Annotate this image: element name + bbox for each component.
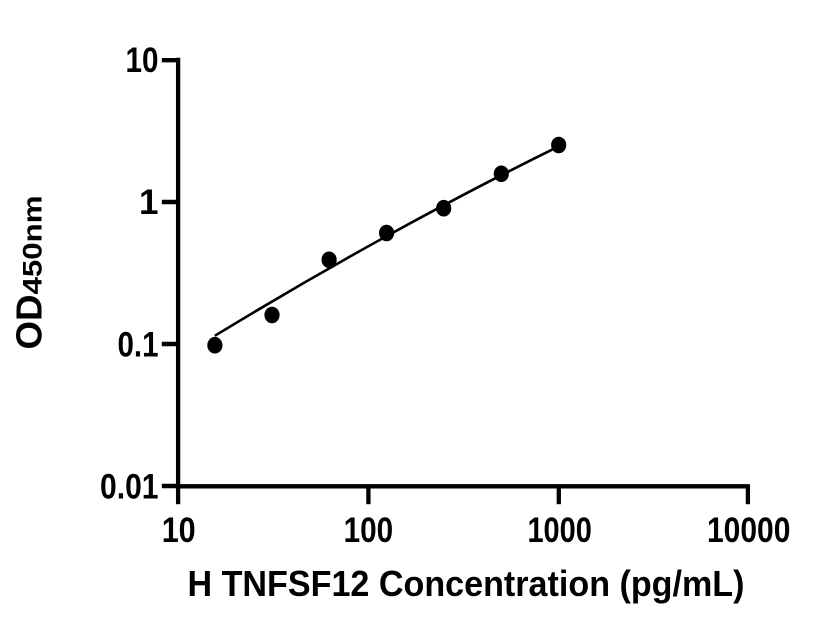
svg-text:1000: 1000 bbox=[527, 511, 592, 550]
svg-text:10000: 10000 bbox=[707, 511, 791, 550]
svg-text:0.01: 0.01 bbox=[100, 468, 159, 507]
svg-text:H TNFSF12 Concentration (pg/mL: H TNFSF12 Concentration (pg/mL) bbox=[188, 563, 745, 604]
svg-text:OD450nm: OD450nm bbox=[9, 196, 50, 350]
svg-text:10: 10 bbox=[162, 511, 196, 550]
svg-text:100: 100 bbox=[344, 511, 394, 550]
svg-text:1: 1 bbox=[139, 183, 158, 222]
svg-text:0.1: 0.1 bbox=[118, 325, 159, 364]
svg-text:10: 10 bbox=[126, 41, 159, 80]
